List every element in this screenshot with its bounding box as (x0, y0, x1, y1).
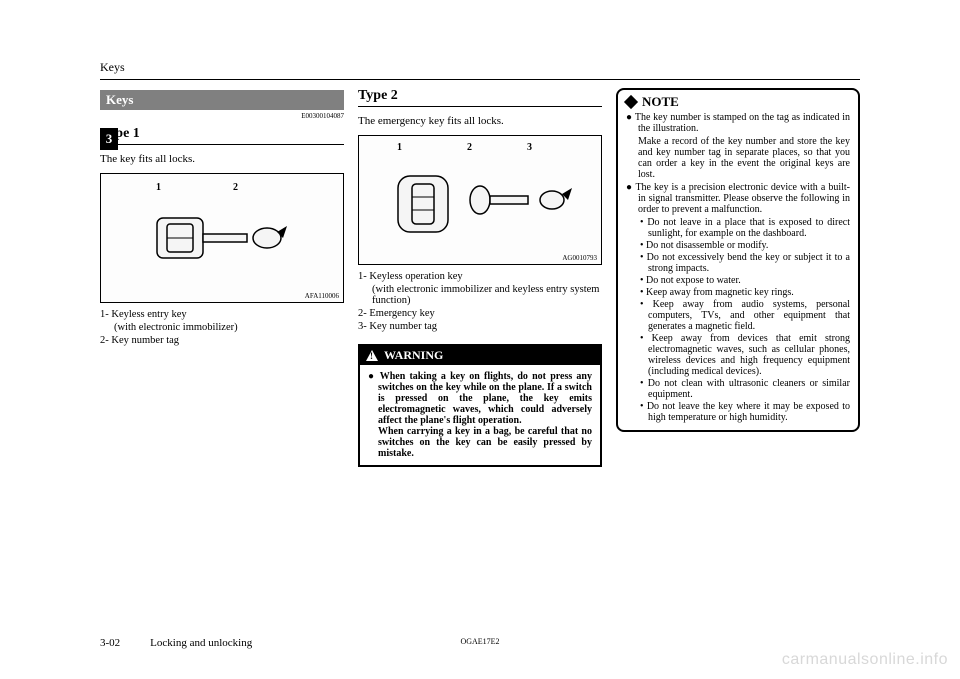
legend-subtext: (with electronic immobilizer and keyless… (358, 284, 602, 306)
legend-num: 1- (100, 309, 109, 320)
reference-code: E00300104087 (100, 112, 344, 120)
note-subtext: Do not excessively bend the key or subje… (647, 252, 850, 274)
legend-subtext: (with electronic immobilizer) (100, 322, 344, 333)
figure-callout-1: 1 (156, 182, 161, 193)
note-subtext: Keep away from magnetic key rings. (646, 287, 794, 298)
note-subbullet: • Do not expose to water. (626, 275, 850, 286)
legend-item: 2- Emergency key (358, 308, 602, 319)
note-subbullet: • Do not leave in a place that is expose… (626, 217, 850, 239)
legend-num: 1- (358, 271, 367, 282)
column-1: Keys E00300104087 Type 1 The key fits al… (100, 88, 344, 568)
legend-text: Emergency key (369, 308, 434, 319)
note-subbullet: • Keep away from devices that emit stron… (626, 333, 850, 377)
chapter-title: Locking and unlocking (150, 637, 252, 649)
header-rule (100, 79, 860, 80)
intro-text: The emergency key fits all locks. (358, 115, 602, 127)
running-title: Keys (100, 60, 860, 75)
legend-num: 2- (100, 335, 109, 346)
legend-text: Keyless operation key (369, 271, 462, 282)
figure-type1: 1 2 AFA110006 (100, 173, 344, 303)
figure-callout-2: 2 (467, 142, 472, 153)
warning-body: ● When taking a key on flights, do not p… (360, 365, 600, 465)
key-illustration-type1 (127, 188, 317, 288)
note-text: The key is a precision electronic device… (635, 182, 850, 215)
note-icon (624, 95, 638, 109)
doc-code: OGAE17E2 (460, 637, 499, 646)
note-subbullet: • Do not leave the key where it may be e… (626, 401, 850, 423)
subheading-type1: Type 1 (100, 126, 344, 145)
warning-item-cont: When carrying a key in a bag, be careful… (368, 426, 592, 459)
legend-num: 2- (358, 308, 367, 319)
note-header: NOTE (618, 90, 858, 112)
legend-num: 3- (358, 321, 367, 332)
note-subtext: Do not expose to water. (646, 275, 741, 286)
note-subtext: Do not leave in a place that is exposed … (647, 217, 850, 239)
note-subtext: Do not leave the key where it may be exp… (647, 401, 850, 423)
note-subbullet: • Do not clean with ultrasonic cleaners … (626, 378, 850, 400)
legend-text: Key number tag (369, 321, 437, 332)
figure-callout-2: 2 (233, 182, 238, 193)
figure-callout-1: 1 (397, 142, 402, 153)
note-subtext: Keep away from audio systems, personal c… (648, 299, 850, 332)
figure-code: AG0010793 (562, 254, 597, 262)
chapter-tab: 3 (100, 128, 118, 150)
figure-callout-3: 3 (527, 142, 532, 153)
note-subbullet: • Keep away from audio systems, personal… (626, 299, 850, 332)
note-title: NOTE (642, 94, 679, 110)
legend-item: 3- Key number tag (358, 321, 602, 332)
legend-text: Key number tag (111, 335, 179, 346)
note-box: NOTE ● The key number is stamped on the … (616, 88, 860, 432)
warning-item: ● When taking a key on flights, do not p… (368, 371, 592, 426)
note-body: ● The key number is stamped on the tag a… (618, 112, 858, 423)
legend-item: 1- Keyless operation key (358, 271, 602, 282)
note-subbullet: • Do not excessively bend the key or sub… (626, 252, 850, 274)
intro-text: The key fits all locks. (100, 153, 344, 165)
warning-header: WARNING (360, 346, 600, 365)
column-2: Type 2 The emergency key fits all locks.… (358, 88, 602, 568)
warning-icon (366, 350, 378, 361)
legend-text: Keyless entry key (111, 309, 186, 320)
content-columns: Keys E00300104087 Type 1 The key fits al… (100, 88, 860, 568)
figure-type2: 1 2 3 AG0010793 (358, 135, 602, 265)
note-subbullet: • Keep away from magnetic key rings. (626, 287, 850, 298)
section-title-bar: Keys (100, 90, 344, 110)
legend-item: 1- Keyless entry key (100, 309, 344, 320)
column-3: NOTE ● The key number is stamped on the … (616, 88, 860, 568)
note-subtext: Do not clean with ultrasonic cleaners or… (648, 378, 850, 400)
warning-box: WARNING ● When taking a key on flights, … (358, 344, 602, 467)
page-number: 3-02 (100, 637, 120, 649)
note-subbullet: • Do not disassemble or modify. (626, 240, 850, 251)
note-subtext: Keep away from devices that emit strong … (648, 333, 850, 377)
figure-code: AFA110006 (305, 292, 339, 300)
page-footer: 3-02 Locking and unlocking OGAE17E2 (100, 637, 860, 649)
note-item: ● The key is a precision electronic devi… (626, 182, 850, 215)
note-item-cont: Make a record of the key number and stor… (626, 136, 850, 180)
key-illustration-type2 (380, 150, 580, 250)
warning-title: WARNING (384, 348, 443, 363)
warning-text: When taking a key on flights, do not pre… (378, 371, 592, 426)
note-item: ● The key number is stamped on the tag a… (626, 112, 850, 134)
subheading-type2: Type 2 (358, 88, 602, 107)
note-subtext: Do not disassemble or modify. (646, 240, 768, 251)
legend-item: 2- Key number tag (100, 335, 344, 346)
watermark: carmanualsonline.info (782, 651, 948, 669)
note-text: The key number is stamped on the tag as … (635, 112, 850, 134)
